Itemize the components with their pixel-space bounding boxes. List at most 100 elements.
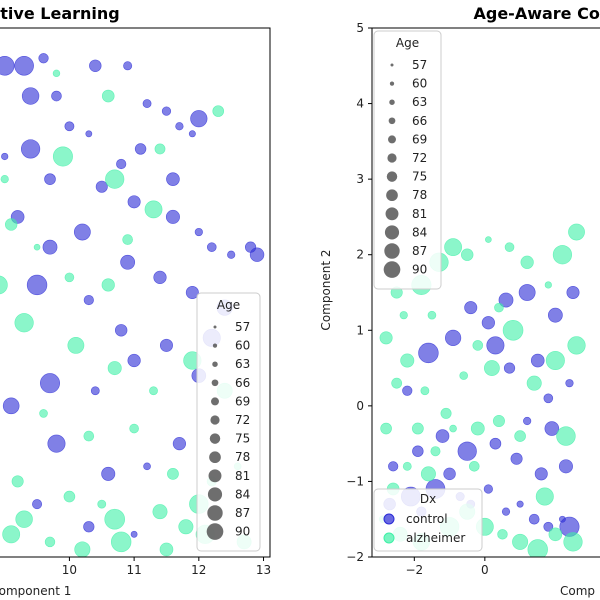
data-point-alzheimer bbox=[535, 487, 554, 506]
data-point-alzheimer bbox=[144, 200, 163, 219]
data-point-control bbox=[565, 379, 574, 388]
age-legend-marker bbox=[211, 379, 219, 387]
data-point-alzheimer bbox=[101, 89, 115, 103]
age-legend-marker bbox=[210, 415, 220, 425]
data-point-control bbox=[543, 521, 554, 532]
data-point-control bbox=[175, 122, 184, 131]
data-point-alzheimer bbox=[52, 146, 73, 167]
age-legend-title: Age bbox=[217, 298, 240, 312]
y-tick-label: 3 bbox=[356, 172, 364, 186]
data-point-control bbox=[123, 61, 133, 71]
age-legend-marker bbox=[206, 523, 224, 540]
data-point-control bbox=[95, 180, 108, 193]
data-point-control bbox=[14, 55, 34, 76]
data-point-alzheimer bbox=[39, 409, 48, 418]
data-point-control bbox=[134, 143, 147, 155]
data-point-alzheimer bbox=[178, 519, 194, 535]
data-point-alzheimer bbox=[526, 375, 542, 391]
data-point-alzheimer bbox=[129, 423, 139, 434]
data-point-control bbox=[32, 499, 43, 510]
x-tick-label: 0 bbox=[481, 563, 489, 577]
age-legend-marker bbox=[213, 325, 217, 329]
data-point-control bbox=[188, 130, 196, 138]
data-point-control bbox=[90, 386, 100, 396]
age-legend-marker bbox=[389, 99, 395, 105]
data-point-control bbox=[194, 227, 203, 237]
age-legend-label: 66 bbox=[235, 376, 250, 390]
data-point-control bbox=[566, 285, 580, 299]
age-legend-label: 81 bbox=[412, 207, 427, 221]
data-point-alzheimer bbox=[74, 541, 91, 557]
data-point-alzheimer bbox=[2, 525, 21, 544]
data-point-alzheimer bbox=[14, 313, 34, 333]
data-point-alzheimer bbox=[427, 310, 437, 320]
age-legend-label: 90 bbox=[235, 525, 250, 539]
age-legend-marker bbox=[389, 81, 395, 86]
data-point-alzheimer bbox=[483, 360, 500, 376]
data-point-control bbox=[89, 59, 102, 72]
age-legend-label: 63 bbox=[235, 357, 250, 371]
data-point-alzheimer bbox=[492, 414, 505, 427]
data-point-control bbox=[249, 247, 265, 262]
data-point-control bbox=[161, 106, 172, 116]
data-point-alzheimer bbox=[159, 542, 174, 557]
data-point-alzheimer bbox=[449, 424, 457, 433]
data-point-control bbox=[227, 250, 236, 259]
data-point-alzheimer bbox=[380, 422, 392, 435]
data-point-control bbox=[445, 329, 462, 346]
data-point-alzheimer bbox=[548, 527, 563, 542]
age-legend-marker bbox=[388, 117, 396, 125]
data-point-control bbox=[443, 467, 456, 481]
age-legend-marker bbox=[209, 433, 221, 444]
age-legend-label: 69 bbox=[412, 132, 427, 146]
y-tick-label: −1 bbox=[346, 474, 364, 488]
age-legend-marker bbox=[207, 505, 223, 521]
y-tick-label: 5 bbox=[356, 21, 364, 35]
data-point-alzheimer bbox=[459, 371, 468, 380]
data-point-control bbox=[83, 294, 94, 306]
age-legend-label: 87 bbox=[235, 506, 250, 520]
age-legend-marker bbox=[207, 487, 223, 502]
data-point-alzheimer bbox=[468, 461, 480, 472]
data-point-alzheimer bbox=[527, 539, 548, 557]
plot-frame bbox=[0, 27, 271, 558]
data-point-alzheimer bbox=[4, 218, 18, 231]
data-point-control bbox=[142, 99, 152, 108]
data-point-alzheimer bbox=[64, 272, 75, 283]
data-point-alzheimer bbox=[152, 504, 168, 520]
data-point-control bbox=[501, 507, 511, 516]
y-tick-label: 4 bbox=[356, 97, 364, 111]
age-legend-label: 78 bbox=[235, 450, 250, 464]
data-point-alzheimer bbox=[440, 407, 452, 419]
data-point-control bbox=[166, 172, 180, 186]
data-point-control bbox=[51, 90, 62, 102]
age-legend-marker bbox=[209, 451, 221, 464]
data-point-control bbox=[1, 152, 9, 161]
data-point-alzheimer bbox=[497, 529, 508, 540]
data-point-alzheimer bbox=[512, 533, 529, 550]
data-point-control bbox=[486, 336, 505, 355]
age-legend-label: 84 bbox=[412, 225, 427, 239]
data-point-alzheimer bbox=[52, 69, 61, 78]
data-point-alzheimer bbox=[379, 331, 393, 345]
data-point-alzheimer bbox=[0, 175, 9, 184]
data-point-control bbox=[544, 421, 560, 436]
data-point-control bbox=[127, 195, 141, 209]
x-tick-label: 12 bbox=[191, 563, 206, 577]
data-point-control bbox=[457, 441, 477, 461]
data-point-alzheimer bbox=[411, 422, 424, 435]
data-point-alzheimer bbox=[485, 236, 492, 243]
data-point-control bbox=[101, 466, 116, 481]
age-legend-label: 69 bbox=[235, 394, 250, 408]
age-legend-marker bbox=[383, 261, 401, 278]
left-panel: tive Learning 10 11 12 13 omponent 1 Age 57 60 63… bbox=[0, 4, 271, 598]
data-point-control bbox=[116, 158, 127, 170]
data-point-alzheimer bbox=[110, 531, 132, 553]
age-legend-marker bbox=[387, 153, 397, 163]
age-legend-label: 81 bbox=[235, 469, 250, 483]
data-point-alzheimer bbox=[520, 255, 534, 269]
age-legend-label: 63 bbox=[412, 95, 427, 109]
data-point-control bbox=[558, 459, 573, 474]
data-point-alzheimer bbox=[391, 377, 403, 389]
